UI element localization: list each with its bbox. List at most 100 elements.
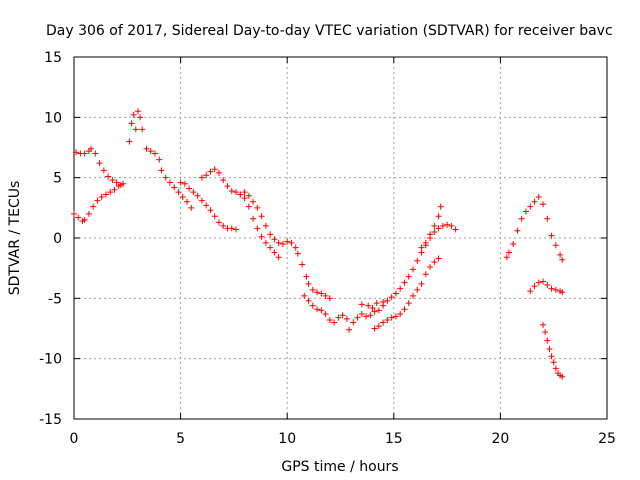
data-point xyxy=(527,203,534,210)
data-point xyxy=(557,251,564,258)
data-point xyxy=(267,244,274,251)
data-point xyxy=(414,286,421,293)
data-point xyxy=(207,168,214,175)
data-point xyxy=(88,145,95,152)
data-point xyxy=(111,186,118,193)
data-point xyxy=(254,225,261,232)
data-point xyxy=(365,302,372,309)
grid-lines xyxy=(74,57,607,419)
data-point xyxy=(431,222,438,229)
data-point xyxy=(435,213,442,220)
series-arc-5 xyxy=(177,179,282,261)
y-tick-label: -15 xyxy=(39,412,62,428)
data-point xyxy=(294,250,301,257)
data-point xyxy=(401,279,408,286)
data-point xyxy=(262,239,269,246)
data-point xyxy=(179,193,186,200)
data-point xyxy=(371,325,378,332)
data-point xyxy=(73,149,80,156)
data-point xyxy=(559,289,566,296)
series-arc-8 xyxy=(301,292,350,326)
data-point xyxy=(194,192,201,199)
x-tick-label: 0 xyxy=(70,431,79,447)
data-point xyxy=(139,126,146,133)
data-point xyxy=(544,215,551,222)
series-arc-4 xyxy=(143,145,195,211)
data-point xyxy=(314,289,321,296)
data-point xyxy=(81,216,88,223)
data-point xyxy=(75,214,82,221)
data-point xyxy=(548,353,555,360)
data-point xyxy=(380,298,387,305)
data-point xyxy=(241,195,248,202)
data-point xyxy=(228,187,235,194)
data-point xyxy=(309,286,316,293)
series-arc-11 xyxy=(371,255,442,332)
data-point xyxy=(363,313,370,320)
data-point xyxy=(109,177,116,184)
data-point xyxy=(388,294,395,301)
data-point xyxy=(367,312,374,319)
series-arc-13 xyxy=(503,193,566,263)
data-point xyxy=(514,227,521,234)
data-point xyxy=(271,236,278,243)
data-point xyxy=(405,273,412,280)
data-point xyxy=(431,259,438,266)
series-arc-3 xyxy=(126,108,146,145)
series-arc-14 xyxy=(527,278,566,296)
data-point xyxy=(335,314,342,321)
data-point xyxy=(546,346,553,353)
data-point xyxy=(409,266,416,273)
data-point xyxy=(375,307,382,314)
data-point xyxy=(152,150,159,157)
data-point xyxy=(98,193,105,200)
series-arc-2 xyxy=(73,145,124,188)
data-point xyxy=(527,288,534,295)
data-point xyxy=(233,226,240,233)
data-point xyxy=(422,239,429,246)
data-point xyxy=(392,290,399,297)
data-point xyxy=(162,174,169,181)
data-point xyxy=(439,222,446,229)
data-point xyxy=(207,207,214,214)
data-point xyxy=(322,292,329,299)
data-point xyxy=(392,313,399,320)
y-tick-label: 5 xyxy=(53,171,62,187)
series-arc-12 xyxy=(418,221,459,251)
data-point xyxy=(405,300,412,307)
data-point xyxy=(384,317,391,324)
data-point xyxy=(414,257,421,264)
data-point xyxy=(292,244,299,251)
data-point xyxy=(211,166,218,173)
data-point xyxy=(220,222,227,229)
data-point xyxy=(224,183,231,190)
data-point xyxy=(250,198,257,205)
data-point xyxy=(143,145,150,152)
data-point xyxy=(171,184,178,191)
data-point xyxy=(233,189,240,196)
y-tick-label: -10 xyxy=(39,352,62,368)
data-point xyxy=(309,302,316,309)
data-point xyxy=(552,365,559,372)
data-point xyxy=(137,114,144,121)
data-point xyxy=(548,285,555,292)
y-tick-labels: -15 -10 -5 0 5 10 15 xyxy=(39,50,62,428)
data-point xyxy=(418,280,425,287)
data-point xyxy=(409,292,416,299)
data-point xyxy=(375,323,382,330)
y-tick-label: -5 xyxy=(48,291,62,307)
data-point xyxy=(132,126,139,133)
axis-ticks xyxy=(73,56,608,420)
data-point xyxy=(203,172,210,179)
data-point xyxy=(241,189,248,196)
x-tick-label: 5 xyxy=(176,431,185,447)
data-point xyxy=(540,278,547,285)
data-point xyxy=(373,300,380,307)
data-point xyxy=(305,297,312,304)
data-point xyxy=(126,138,133,145)
data-point xyxy=(275,239,282,246)
x-axis-label: GPS time / hours xyxy=(281,459,398,475)
data-point xyxy=(401,306,408,313)
data-point xyxy=(303,273,310,280)
